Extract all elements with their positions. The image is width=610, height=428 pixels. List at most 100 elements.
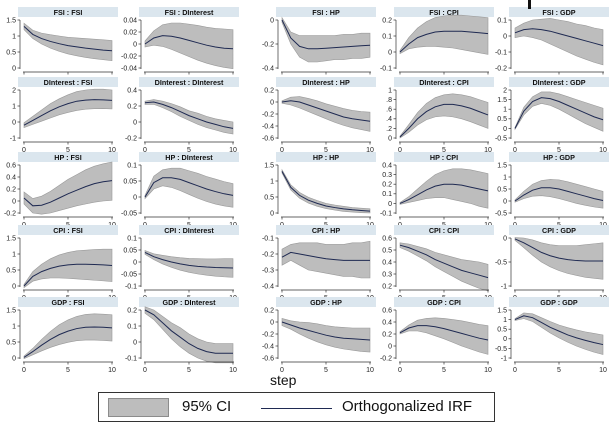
y-tick-label: 0.5	[497, 116, 507, 123]
y-tick-label: 0.2	[382, 283, 392, 290]
panel-title-bar	[18, 77, 118, 87]
x-tick-label: 5	[557, 147, 561, 154]
y-tick-label: 0	[388, 201, 392, 208]
irf-panel: GDP : FSI 0 0.5 1 1.5 0 5 10	[6, 297, 118, 374]
x-tick-label: 10	[108, 367, 116, 374]
y-tick-label: -0.6	[262, 135, 274, 142]
irf-line	[281, 171, 371, 212]
panel-title: CPI : HP	[312, 226, 341, 235]
y-tick-label: 0	[270, 319, 274, 326]
y-tick-label: 0	[12, 119, 16, 126]
x-tick-label: 0	[398, 147, 402, 154]
y-tick-label: 0.2	[382, 331, 392, 338]
x-tick-label: 5	[66, 367, 70, 374]
ci-band	[399, 242, 489, 292]
y-tick-label: 1.5	[6, 235, 16, 242]
x-tick-label: 10	[484, 147, 492, 154]
panel-title-bar	[276, 7, 376, 17]
ci-band	[281, 96, 371, 132]
y-tick-label: 0	[503, 336, 507, 343]
panel-title: HP : HP	[313, 153, 339, 162]
y-tick-label: 1.5	[497, 162, 507, 169]
panel-title-bar	[139, 297, 239, 307]
panel-title: DInterest : HP	[302, 78, 350, 87]
y-tick-label: 0.5	[6, 267, 16, 274]
panel-title: DInterest : FSI	[44, 78, 93, 87]
x-tick-label: 10	[599, 367, 607, 374]
y-tick-label: -0.6	[262, 355, 274, 362]
panel-title-bar	[18, 225, 118, 235]
y-tick-label: 0	[133, 339, 137, 346]
x-tick-label: 10	[366, 147, 374, 154]
y-tick-label: 0	[133, 119, 137, 126]
irf-line	[514, 28, 604, 47]
y-tick-label: 0.2	[382, 17, 392, 24]
panel-title-bar	[394, 7, 494, 17]
y-tick-label: 0.4	[127, 87, 137, 94]
irf-line	[144, 309, 233, 354]
legend-ci-label: 95% CI	[182, 398, 232, 415]
y-tick-label: -0.4	[262, 283, 274, 290]
x-tick-label: 0	[513, 147, 517, 154]
irf-line	[399, 325, 489, 341]
y-tick-label: -0.2	[125, 135, 137, 142]
panel-title: GDP : CPI	[427, 298, 461, 307]
y-tick-label: 0	[388, 135, 392, 142]
y-tick-label: 1	[503, 317, 507, 324]
y-tick-label: 1.5	[6, 17, 16, 24]
panel-title-bar	[18, 152, 118, 162]
ci-band	[399, 317, 489, 355]
y-tick-label: -0.04	[121, 65, 137, 72]
y-tick-label: 1	[503, 174, 507, 181]
irf-line	[144, 101, 234, 129]
y-tick-label: 2	[12, 87, 16, 94]
irf-panel: DInterest : DInterest -0.2 0 0.2 0.4 0 5 10	[125, 77, 239, 154]
y-tick-label: 0.6	[382, 307, 392, 314]
y-tick-label: 0.5	[264, 194, 274, 201]
ci-band	[23, 88, 113, 129]
x-tick-label: 0	[22, 367, 26, 374]
y-tick-label: 1	[12, 251, 16, 258]
y-tick-label: 0	[133, 259, 137, 266]
irf-panel: GDP : HP -0.6 -0.4 -0.2 0 0.2 0 5 10	[262, 297, 376, 374]
panel-title-bar	[394, 152, 494, 162]
x-tick-label: 0	[22, 147, 26, 154]
y-tick-label: -0.02	[121, 53, 137, 60]
panel-title: HP : CPI	[430, 153, 458, 162]
irf-line	[281, 321, 371, 341]
y-tick-label: 0.2	[382, 182, 392, 189]
irf-line	[514, 97, 604, 129]
irf-line	[281, 251, 370, 261]
irf-line	[399, 183, 489, 204]
y-tick-label: -0.1	[380, 65, 392, 72]
y-tick-label: 0.4	[382, 319, 392, 326]
irf-line	[514, 315, 604, 346]
ci-band	[144, 250, 234, 278]
panel-title-bar	[394, 77, 494, 87]
irf-line	[23, 99, 113, 126]
y-tick-label: 0.3	[382, 271, 392, 278]
y-tick-label: -0.4	[262, 123, 274, 130]
y-tick-label: 0	[12, 355, 16, 362]
irf-line	[399, 30, 489, 53]
x-tick-label: 10	[229, 147, 237, 154]
x-tick-label: 5	[187, 147, 191, 154]
y-tick-label: 1	[388, 87, 392, 94]
y-tick-label: 0	[133, 194, 137, 201]
panel-title: GDP : DInterest	[163, 298, 217, 307]
y-tick-label: 0.1	[127, 162, 137, 169]
irf-panel: DInterest : GDP -0.5 0 0.5 1 1.5 2 0 5 10	[495, 77, 609, 154]
panel-title: FSI : GDP	[542, 8, 575, 17]
y-tick-label: 0.5	[382, 247, 392, 254]
y-tick-label: 0.2	[127, 307, 137, 314]
y-tick-label: 0.05	[123, 247, 137, 254]
y-tick-label: 0.4	[382, 162, 392, 169]
legend-irf-line	[261, 408, 332, 409]
